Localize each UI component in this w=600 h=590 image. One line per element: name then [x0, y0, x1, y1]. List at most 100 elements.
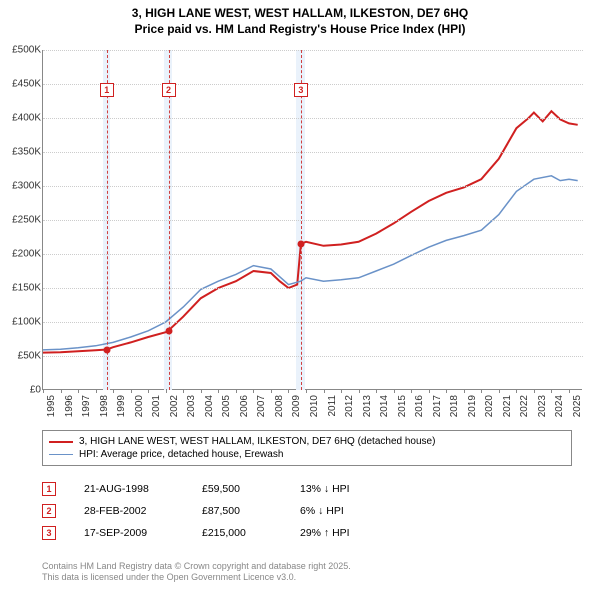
x-axis-label: 2019	[467, 395, 478, 425]
x-axis-label: 2020	[484, 395, 495, 425]
gridline	[43, 186, 583, 187]
x-axis-label: 2017	[432, 395, 443, 425]
x-tick	[324, 389, 325, 393]
footer-line-2: This data is licensed under the Open Gov…	[42, 572, 351, 584]
x-axis-label: 2014	[379, 395, 390, 425]
x-tick	[288, 389, 289, 393]
x-axis-label: 2024	[554, 395, 565, 425]
x-tick	[218, 389, 219, 393]
x-axis-label: 1996	[64, 395, 75, 425]
gridline	[43, 356, 583, 357]
x-axis-label: 2011	[327, 395, 338, 425]
y-axis-label: £200K	[1, 249, 41, 260]
x-tick	[148, 389, 149, 393]
sale-diff: 13% ↓ HPI	[300, 483, 390, 495]
gridline	[43, 322, 583, 323]
x-axis-label: 2010	[309, 395, 320, 425]
legend-label: HPI: Average price, detached house, Erew…	[79, 449, 283, 460]
x-axis-label: 2001	[151, 395, 162, 425]
x-axis-label: 2025	[572, 395, 583, 425]
x-axis-label: 2009	[291, 395, 302, 425]
y-axis-label: £300K	[1, 181, 41, 192]
x-axis-label: 2016	[414, 395, 425, 425]
sale-event-marker: 2	[162, 83, 176, 97]
sale-event-marker: 3	[294, 83, 308, 97]
x-tick	[359, 389, 360, 393]
x-axis-label: 2003	[186, 395, 197, 425]
x-axis-label: 2008	[274, 395, 285, 425]
x-axis-label: 2013	[362, 395, 373, 425]
y-axis-label: £100K	[1, 317, 41, 328]
y-axis-label: £500K	[1, 45, 41, 56]
sale-event-marker: 1	[100, 83, 114, 97]
sale-event-dot	[165, 327, 172, 334]
x-tick	[551, 389, 552, 393]
x-tick	[499, 389, 500, 393]
footer-line-1: Contains HM Land Registry data © Crown c…	[42, 561, 351, 573]
sale-row-marker: 3	[42, 526, 56, 540]
x-axis-label: 2018	[449, 395, 460, 425]
x-tick	[236, 389, 237, 393]
gridline	[43, 152, 583, 153]
x-tick	[429, 389, 430, 393]
x-axis-label: 1998	[99, 395, 110, 425]
gridline	[43, 118, 583, 119]
y-axis-label: £450K	[1, 79, 41, 90]
y-axis-label: £0	[1, 385, 41, 396]
x-tick	[516, 389, 517, 393]
sale-date: 17-SEP-2009	[84, 527, 174, 539]
x-tick	[183, 389, 184, 393]
x-axis-label: 2002	[169, 395, 180, 425]
x-tick	[569, 389, 570, 393]
legend-swatch	[49, 454, 73, 455]
sale-event-dot	[297, 240, 304, 247]
x-tick	[113, 389, 114, 393]
gridline	[43, 84, 583, 85]
plot-area: £0£50K£100K£150K£200K£250K£300K£350K£400…	[42, 50, 582, 390]
sale-price: £87,500	[202, 505, 272, 517]
sale-event-line	[301, 50, 302, 390]
y-axis-label: £150K	[1, 283, 41, 294]
legend-swatch	[49, 441, 73, 443]
sale-price: £215,000	[202, 527, 272, 539]
sale-diff: 6% ↓ HPI	[300, 505, 390, 517]
x-axis-label: 1999	[116, 395, 127, 425]
gridline	[43, 220, 583, 221]
x-axis-label: 2005	[221, 395, 232, 425]
sale-date: 21-AUG-1998	[84, 483, 174, 495]
legend-item: HPI: Average price, detached house, Erew…	[49, 448, 565, 461]
chart-title: 3, HIGH LANE WEST, WEST HALLAM, ILKESTON…	[0, 0, 600, 37]
legend: 3, HIGH LANE WEST, WEST HALLAM, ILKESTON…	[42, 430, 572, 466]
sales-table: 121-AUG-1998£59,50013% ↓ HPI228-FEB-2002…	[42, 478, 390, 544]
x-tick	[131, 389, 132, 393]
y-axis-label: £250K	[1, 215, 41, 226]
sale-row-marker: 1	[42, 482, 56, 496]
x-axis-label: 2022	[519, 395, 530, 425]
x-axis-label: 2000	[134, 395, 145, 425]
x-axis-label: 1997	[81, 395, 92, 425]
y-axis-label: £50K	[1, 351, 41, 362]
x-axis-label: 2012	[344, 395, 355, 425]
sale-event-line	[107, 50, 108, 390]
x-tick	[96, 389, 97, 393]
x-tick	[61, 389, 62, 393]
x-tick	[253, 389, 254, 393]
x-tick	[464, 389, 465, 393]
sale-price: £59,500	[202, 483, 272, 495]
x-tick	[534, 389, 535, 393]
x-tick	[166, 389, 167, 393]
gridline	[43, 288, 583, 289]
series-line	[43, 111, 578, 352]
sales-row: 317-SEP-2009£215,00029% ↑ HPI	[42, 522, 390, 544]
sales-row: 228-FEB-2002£87,5006% ↓ HPI	[42, 500, 390, 522]
sale-row-marker: 2	[42, 504, 56, 518]
y-axis-label: £400K	[1, 113, 41, 124]
sales-row: 1 21-AUG-1998 £59,500 13% ↓ HPI	[42, 478, 390, 500]
x-tick	[411, 389, 412, 393]
x-tick	[78, 389, 79, 393]
gridline	[43, 50, 583, 51]
x-axis-label: 2015	[397, 395, 408, 425]
sale-event-line	[169, 50, 170, 390]
x-tick	[446, 389, 447, 393]
sale-event-dot	[103, 346, 110, 353]
